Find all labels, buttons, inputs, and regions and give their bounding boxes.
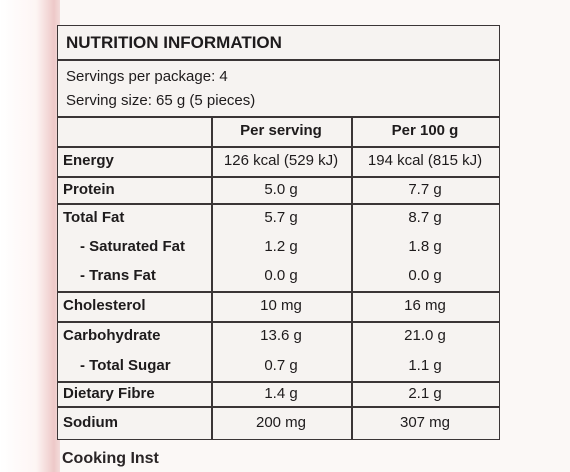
nutrient-value: 1.1 g	[408, 357, 442, 374]
nutrient-value: 1.4 g	[264, 384, 298, 402]
rule	[58, 291, 499, 293]
nutrient-value: 1.8 g	[408, 238, 442, 255]
nutrient-value: 2.1 g	[408, 384, 442, 402]
nutrient-value: 13.6 g	[260, 327, 302, 344]
column-rule	[211, 116, 213, 440]
column-header: Per 100 g	[391, 122, 459, 139]
nutrient-value: 200 mg	[255, 414, 307, 431]
column-rule	[351, 116, 353, 440]
servings-line: Serving size: 65 g (5 pieces)	[66, 92, 256, 109]
nutrient-name: Protein	[63, 180, 115, 198]
nutrient-value: 7.7 g	[408, 180, 442, 198]
nutrient-value: 0.7 g	[264, 357, 298, 374]
nutrient-name: Sodium	[63, 414, 118, 431]
nutrient-value: 8.7 g	[408, 208, 442, 226]
nutrient-name: - Saturated Fat	[80, 238, 186, 255]
nutrient-value: 307 mg	[399, 414, 451, 431]
nutrient-value: 5.0 g	[264, 180, 298, 198]
nutrient-name: Energy	[63, 152, 114, 169]
servings-line: Servings per package: 4	[66, 68, 228, 85]
nutrient-value: 10 mg	[260, 297, 302, 314]
package-edge	[0, 0, 60, 472]
rule	[58, 203, 499, 205]
rule	[58, 406, 499, 408]
rule	[58, 59, 499, 61]
footer-text: Cooking Inst	[62, 450, 159, 467]
nutrient-name: Total Fat	[63, 208, 125, 226]
rule	[58, 381, 499, 383]
column-header: Per serving	[240, 122, 322, 139]
nutrient-value: 126 kcal (529 kJ)	[223, 152, 339, 169]
title: NUTRITION INFORMATION	[66, 33, 282, 52]
nutrient-value: 1.2 g	[264, 238, 298, 255]
nutrient-value: 16 mg	[404, 297, 446, 314]
rule	[58, 116, 499, 118]
rule	[58, 176, 499, 178]
nutrient-name: Carbohydrate	[63, 327, 161, 344]
rule	[58, 321, 499, 323]
nutrient-value: 21.0 g	[404, 327, 446, 344]
rule	[58, 146, 499, 148]
nutrient-name: Cholesterol	[63, 297, 146, 314]
nutrient-name: - Trans Fat	[80, 267, 156, 285]
nutrient-value: 5.7 g	[264, 208, 298, 226]
nutrient-value: 0.0 g	[264, 267, 298, 285]
nutrient-value: 194 kcal (815 kJ)	[367, 152, 483, 169]
nutrition-panel: NUTRITION INFORMATION Servings per packa…	[57, 25, 500, 440]
nutrient-name: Dietary Fibre	[63, 384, 155, 402]
nutrient-name: - Total Sugar	[80, 357, 171, 374]
nutrient-value: 0.0 g	[408, 267, 442, 285]
